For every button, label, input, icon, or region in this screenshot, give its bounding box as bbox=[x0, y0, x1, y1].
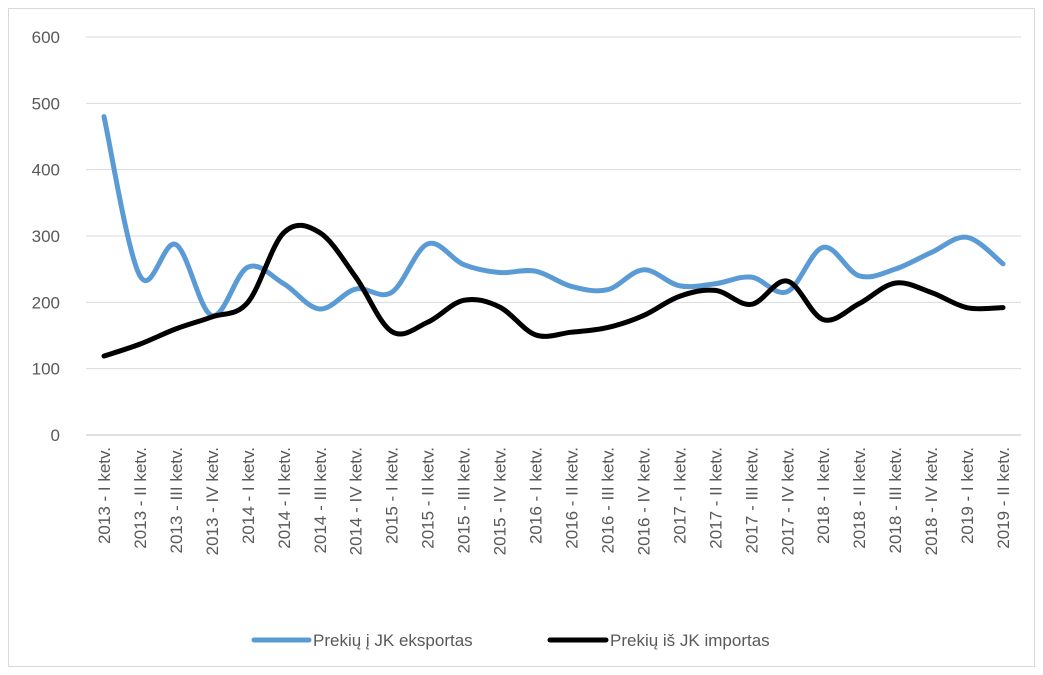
legend-label-1: Prekių į JK eksportas bbox=[313, 631, 473, 650]
x-tick-label: 2015 - III ketv. bbox=[455, 447, 474, 553]
y-tick-label: 600 bbox=[32, 28, 60, 47]
y-tick-label: 100 bbox=[32, 360, 60, 379]
x-tick-label: 2016 - IV ketv. bbox=[634, 447, 653, 555]
x-tick-label: 2019 - I ketv. bbox=[958, 447, 977, 544]
x-tick-label: 2015 - I ketv. bbox=[383, 447, 402, 544]
x-tick-label: 2014 - I ketv. bbox=[239, 447, 258, 544]
x-tick-label: 2019 - II ketv. bbox=[994, 447, 1013, 549]
series-line-1 bbox=[101, 114, 1006, 319]
x-tick-label: 2014 - III ketv. bbox=[311, 447, 330, 553]
x-tick-label: 2018 - I ketv. bbox=[814, 447, 833, 544]
x-tick-label: 2014 - IV ketv. bbox=[347, 447, 366, 555]
gridlines bbox=[86, 36, 1021, 436]
series-lines bbox=[101, 114, 1006, 359]
x-tick-label: 2016 - II ketv. bbox=[562, 447, 581, 549]
y-axis-tick-labels: 0 100 200 300 400 500 600 bbox=[32, 28, 60, 445]
x-tick-label: 2016 - I ketv. bbox=[527, 447, 546, 544]
y-tick-label: 400 bbox=[32, 161, 60, 180]
x-tick-label: 2017 - IV ketv. bbox=[778, 447, 797, 555]
x-tick-label: 2016 - III ketv. bbox=[598, 447, 617, 553]
y-tick-label: 200 bbox=[32, 293, 60, 312]
x-tick-label: 2013 - IV ketv. bbox=[203, 447, 222, 555]
y-tick-label: 0 bbox=[51, 426, 60, 445]
legend-label-2: Prekių iš JK importas bbox=[610, 631, 770, 650]
x-tick-label: 2017 - II ketv. bbox=[706, 447, 725, 549]
x-tick-label: 2017 - III ketv. bbox=[742, 447, 761, 553]
y-tick-label: 500 bbox=[32, 94, 60, 113]
x-tick-label: 2014 - II ketv. bbox=[275, 447, 294, 549]
y-tick-label: 300 bbox=[32, 227, 60, 246]
x-tick-label: 2013 - II ketv. bbox=[131, 447, 150, 549]
legend: Prekių į JK eksportas Prekių iš JK import… bbox=[251, 631, 770, 650]
x-tick-label: 2015 - IV ketv. bbox=[491, 447, 510, 555]
chart-frame bbox=[8, 8, 1035, 667]
x-tick-label: 2015 - II ketv. bbox=[419, 447, 438, 549]
x-tick-label: 2013 - III ketv. bbox=[167, 447, 186, 553]
x-tick-label: 2013 - I ketv. bbox=[95, 447, 114, 544]
x-tick-label: 2018 - III ketv. bbox=[886, 447, 905, 553]
series-line-2 bbox=[101, 222, 1006, 359]
x-tick-label: 2017 - I ketv. bbox=[670, 447, 689, 544]
x-tick-label: 2018 - II ketv. bbox=[850, 447, 869, 549]
x-axis-tick-labels: 2013 - I ketv. 2013 - II ketv. 2013 - III … bbox=[95, 447, 1013, 555]
x-tick-label: 2018 - IV ketv. bbox=[922, 447, 941, 555]
